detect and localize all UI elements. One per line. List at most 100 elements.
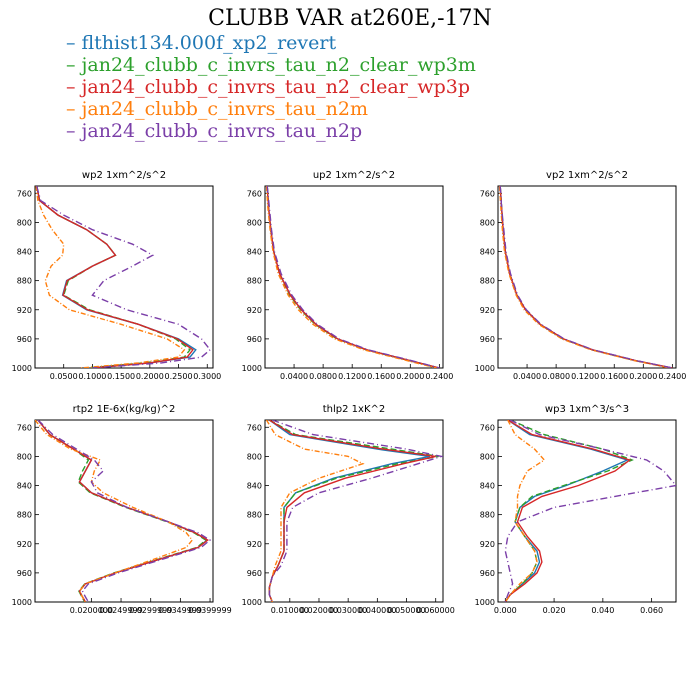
- y-tick-label: 960: [247, 569, 262, 578]
- legend-label: jan24_clubb_c_invrs_tau_n2p: [81, 120, 363, 142]
- x-tick-label: 0.0400: [513, 372, 541, 381]
- y-tick-label: 760: [17, 189, 32, 198]
- y-tick-label: 760: [247, 423, 262, 432]
- legend-item: – flthist134.000f_xp2_revert: [66, 32, 476, 54]
- series-line-2: [266, 186, 439, 368]
- y-tick-label: 1000: [242, 598, 262, 607]
- legend: – flthist134.000f_xp2_revert – jan24_clubb…: [66, 32, 476, 142]
- y-tick-label: 760: [480, 189, 495, 198]
- y-tick-label: 760: [17, 423, 32, 432]
- panel-title: wp3 1xm^3/s^3: [545, 404, 629, 415]
- y-tick-label: 960: [480, 335, 495, 344]
- legend-item: – jan24_clubb_c_invrs_tau_n2_clear_wp3p: [66, 76, 476, 98]
- x-tick-label: 0.1600: [600, 372, 628, 381]
- series-line-5: [504, 420, 676, 602]
- series-line-2: [504, 420, 634, 602]
- series-line-1: [266, 186, 440, 368]
- main-title: CLUBB VAR at260E,-17N: [208, 6, 492, 31]
- y-tick-label: 760: [247, 189, 262, 198]
- panel-title: vp2 1xm^2/s^2: [546, 170, 628, 181]
- x-tick-label: 0.040000: [358, 606, 396, 615]
- y-tick-label: 840: [247, 482, 262, 491]
- y-tick-label: 800: [247, 218, 262, 227]
- series-line-2: [268, 420, 439, 602]
- y-tick-label: 800: [17, 218, 32, 227]
- series-line-4: [504, 420, 546, 602]
- y-tick-label: 920: [17, 540, 32, 549]
- panel-title: thlp2 1xK^2: [323, 404, 386, 415]
- x-tick-label: 0.0249999: [99, 606, 142, 615]
- series-line-3: [504, 420, 632, 602]
- series-line-4: [35, 420, 194, 602]
- series-line-4: [498, 186, 670, 368]
- series-line-3: [499, 186, 673, 368]
- x-tick-label: 0.020: [543, 606, 566, 615]
- y-tick-label: 920: [480, 306, 495, 315]
- x-tick-label: 0.0800: [542, 372, 570, 381]
- y-tick-label: 760: [480, 423, 495, 432]
- y-tick-label: 1000: [12, 364, 32, 373]
- x-tick-label: 0.0800: [309, 372, 337, 381]
- legend-label: jan24_clubb_c_invrs_tau_n2_clear_wp3p: [81, 76, 471, 98]
- y-tick-label: 840: [480, 248, 495, 257]
- y-tick-label: 960: [480, 569, 495, 578]
- x-tick-label: 0.2400: [425, 372, 453, 381]
- series-line-1: [37, 420, 209, 602]
- x-tick-label: 0.2000: [396, 372, 424, 381]
- y-tick-label: 840: [17, 248, 32, 257]
- series-line-4: [265, 420, 365, 602]
- panel-6: wp3 1xm^3/s^3 760 800 840 880 920 960 10000.000…: [475, 404, 677, 615]
- series-line-2: [499, 186, 672, 368]
- legend-item: – jan24_clubb_c_invrs_tau_n2p: [66, 120, 476, 142]
- legend-item: – jan24_clubb_c_invrs_tau_n2m: [66, 98, 476, 120]
- y-tick-label: 800: [17, 452, 32, 461]
- legend-dash: –: [66, 76, 76, 98]
- x-tick-label: 0.0400: [280, 372, 308, 381]
- y-tick-label: 960: [17, 335, 32, 344]
- x-tick-label: 0.0200000: [70, 606, 113, 615]
- panel-frame: [34, 185, 214, 369]
- series-line-2: [37, 420, 208, 602]
- y-tick-label: 1000: [475, 598, 495, 607]
- series-line-3: [36, 186, 194, 368]
- y-tick-label: 880: [480, 511, 495, 520]
- legend-label: jan24_clubb_c_invrs_tau_n2_clear_wp3m: [81, 54, 476, 76]
- x-tick-label: 0.1000: [78, 372, 106, 381]
- legend-dash: –: [66, 32, 76, 54]
- series-line-3: [268, 420, 436, 602]
- y-tick-label: 800: [480, 452, 495, 461]
- panel-5: thlp2 1xK^2 760 800 840 880 920 960 1000 0.01000…: [242, 404, 455, 615]
- legend-label: jan24_clubb_c_invrs_tau_n2m: [81, 98, 368, 120]
- series-line-3: [266, 186, 440, 368]
- x-tick-label: 0.1200: [571, 372, 599, 381]
- y-tick-label: 1000: [12, 598, 32, 607]
- series-line-3: [37, 420, 209, 602]
- panel-2: up2 1xm^2/s^2 760 800 840 880 920 960 1000 0.040…: [242, 170, 454, 381]
- series-line-5: [268, 420, 443, 602]
- panel-frame: [264, 185, 444, 369]
- series-line-5: [36, 186, 212, 368]
- y-tick-label: 1000: [475, 364, 495, 373]
- panel-title: up2 1xm^2/s^2: [313, 170, 395, 181]
- y-tick-label: 880: [480, 277, 495, 286]
- x-tick-label: 0.0299999: [129, 606, 172, 615]
- legend-dash: –: [66, 120, 76, 142]
- legend-label: flthist134.000f_xp2_revert: [81, 32, 337, 54]
- y-tick-label: 880: [247, 277, 262, 286]
- y-tick-label: 800: [247, 452, 262, 461]
- y-tick-label: 880: [17, 511, 32, 520]
- series-line-5: [37, 420, 212, 602]
- series-line-1: [504, 420, 630, 602]
- x-tick-label: 0.3000: [193, 372, 221, 381]
- series-line-4: [265, 186, 437, 368]
- panel-frame: [497, 419, 677, 603]
- y-tick-label: 880: [247, 511, 262, 520]
- x-tick-label: 0.2000: [629, 372, 657, 381]
- panel-3: vp2 1xm^2/s^2 760 800 840 880 920 960 1000 0.040…: [475, 170, 687, 381]
- y-tick-label: 1000: [242, 364, 262, 373]
- y-tick-label: 960: [17, 569, 32, 578]
- panel-frame: [264, 419, 444, 603]
- x-tick-label: 0.0349999: [159, 606, 202, 615]
- y-tick-label: 920: [247, 540, 262, 549]
